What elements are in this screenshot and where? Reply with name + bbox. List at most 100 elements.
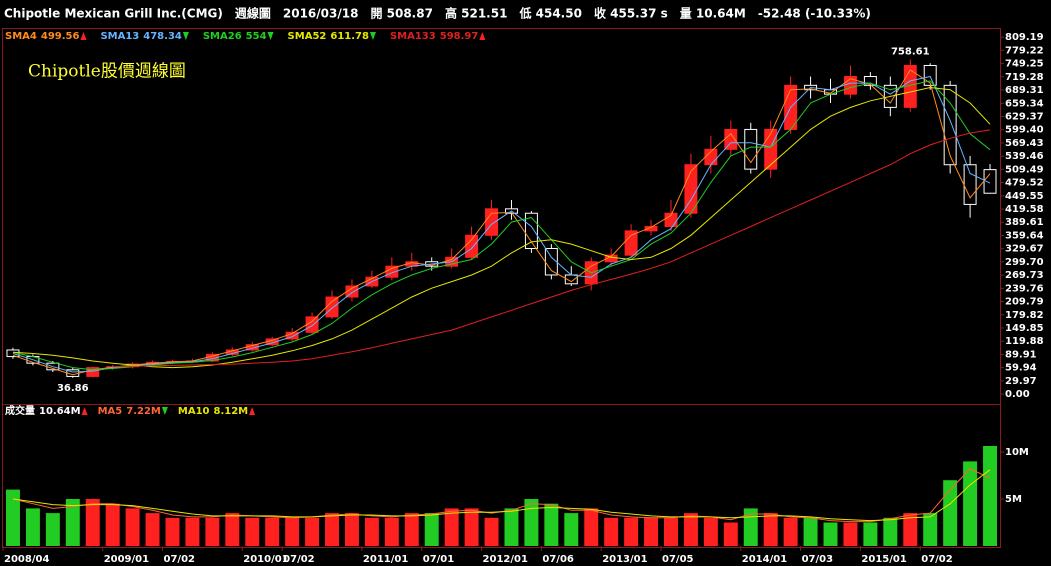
- trend-arrow: [80, 32, 87, 40]
- volume-bar: [504, 508, 519, 546]
- volume-ma-line: [12, 469, 991, 522]
- sma-line: [12, 80, 991, 371]
- candle-body: [524, 212, 538, 250]
- volume-bar: [903, 513, 918, 546]
- y-tick-label: 389.61: [1005, 217, 1044, 228]
- x-tick-label: 2011/01: [363, 554, 408, 565]
- candle-body: [485, 208, 499, 236]
- volume-bar: [624, 517, 639, 546]
- volume-bar: [464, 508, 479, 546]
- volume-bar: [5, 489, 20, 546]
- x-tick-label: 2010/01: [243, 554, 288, 565]
- header-item: 量 10.64M: [680, 7, 746, 21]
- volume-bar: [205, 517, 220, 546]
- trend-arrow: [369, 32, 376, 40]
- legend-name: SMA52: [288, 31, 327, 42]
- volume-bar: [85, 499, 100, 546]
- volume-bar: [384, 517, 399, 546]
- volume-bar: [225, 513, 240, 546]
- header-item: 收 455.37 s: [594, 6, 668, 21]
- volume-bar: [763, 513, 778, 546]
- y-tick-label: 269.73: [1005, 270, 1044, 281]
- y-tick-label: 569.43: [1005, 138, 1044, 149]
- volume-bar: [185, 517, 200, 546]
- volume-bar: [344, 513, 359, 546]
- y-tick-label: 59.94: [1005, 363, 1037, 374]
- x-tick-label: 07/02: [164, 554, 196, 565]
- candle-body: [644, 225, 658, 232]
- legend-value: 499.56: [41, 31, 80, 42]
- volume-bar: [45, 513, 60, 546]
- volume-bar: [983, 445, 998, 546]
- x-tick-label: 07/06: [542, 554, 574, 565]
- trend-arrow: [249, 407, 256, 415]
- volume-bar: [265, 517, 280, 546]
- header-item: 週線圖: [235, 6, 271, 21]
- x-tick-label: 07/02: [283, 554, 315, 565]
- volume-bar: [604, 517, 619, 546]
- y-tick-label: 149.85: [1005, 323, 1044, 334]
- legend-value: 10.64M: [39, 406, 81, 417]
- volume-bar: [285, 517, 300, 546]
- y-tick-label: 539.46: [1005, 151, 1044, 162]
- x-tick-label: 2014/01: [742, 554, 787, 565]
- volume-bar: [723, 522, 738, 546]
- volume-bar: [105, 503, 120, 546]
- volume-bar: [644, 517, 659, 546]
- candle-body: [465, 234, 479, 258]
- header-item: 開 508.87: [370, 7, 433, 21]
- x-tick-label: 2008/04: [4, 554, 49, 565]
- candle-body: [624, 230, 638, 256]
- y-tick-label: 779.22: [1005, 45, 1044, 56]
- header-item: -52.48 (-10.33%): [758, 7, 871, 21]
- y-tick-label: 5M: [1005, 494, 1022, 505]
- y-tick-label: 29.97: [1005, 376, 1037, 387]
- candle-body: [863, 76, 877, 86]
- y-tick-label: 479.52: [1005, 178, 1044, 189]
- chart-title: Chipotle股價週線圖: [28, 62, 186, 82]
- volume-bar: [703, 517, 718, 546]
- header-item: 高 521.51: [445, 6, 508, 21]
- y-tick-label: 449.55: [1005, 191, 1044, 202]
- x-tick-label: 2013/01: [602, 554, 647, 565]
- candle-body: [305, 316, 319, 333]
- x-tick-label: 2012/01: [483, 554, 528, 565]
- y-tick-label: 359.64: [1005, 230, 1044, 241]
- x-tick-label: 07/01: [423, 554, 455, 565]
- volume-bar: [943, 480, 958, 546]
- volume-bar: [823, 522, 838, 546]
- y-tick-label: 629.37: [1005, 111, 1044, 122]
- trend-arrow: [81, 407, 88, 415]
- volume-bar: [843, 522, 858, 546]
- candle-body: [943, 84, 957, 166]
- volume-bar: [404, 513, 419, 546]
- sma-line: [12, 69, 991, 376]
- trend-arrow: [479, 32, 486, 40]
- volume-bar: [245, 517, 260, 546]
- y-tick-label: 329.67: [1005, 244, 1044, 255]
- y-tick-label: 719.28: [1005, 72, 1044, 83]
- y-tick-label: 599.40: [1005, 125, 1044, 136]
- legend-value: 478.34: [143, 31, 182, 42]
- volume-bar: [145, 513, 160, 546]
- legend-value: 7.22M: [126, 406, 161, 417]
- trend-arrow: [182, 32, 189, 40]
- volume-bar: [664, 517, 678, 546]
- y-tick-label: 299.70: [1005, 257, 1044, 268]
- legend-value: 554: [246, 31, 267, 42]
- candle-body: [923, 64, 937, 86]
- volume-bar: [544, 503, 559, 546]
- volume-bar: [444, 508, 459, 546]
- legend-name: SMA13: [100, 31, 139, 42]
- volume-bar: [165, 517, 180, 546]
- x-tick-label: 07/02: [921, 554, 953, 565]
- volume-bar: [25, 508, 40, 546]
- candle-body: [86, 367, 100, 377]
- volume-bar: [564, 513, 579, 546]
- volume-bar: [584, 508, 599, 546]
- y-tick-label: 179.82: [1005, 310, 1044, 321]
- y-tick-label: 659.34: [1005, 98, 1044, 109]
- legend-name: SMA26: [203, 31, 242, 42]
- y-tick-label: 209.79: [1005, 297, 1044, 308]
